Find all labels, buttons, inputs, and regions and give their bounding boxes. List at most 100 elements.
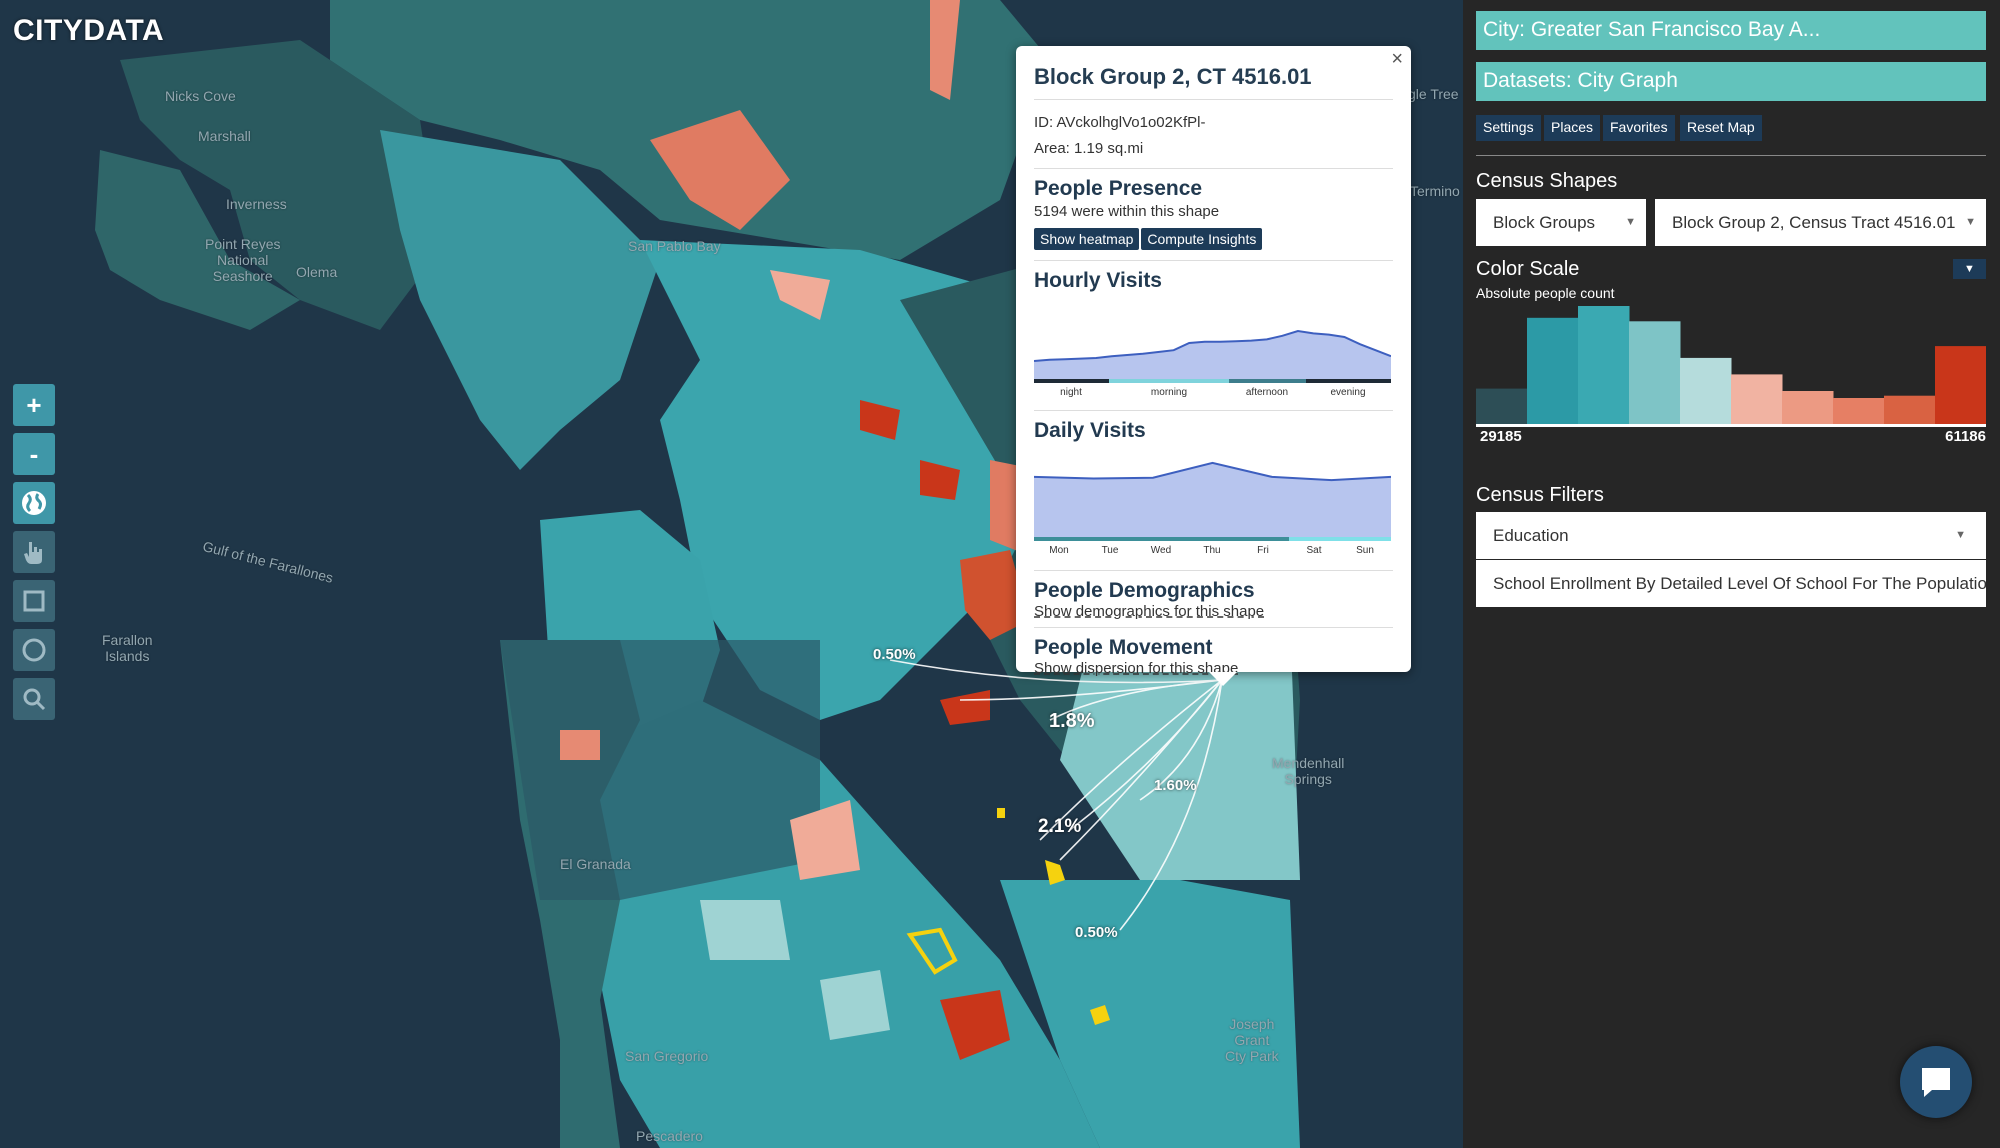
histogram-bar	[1731, 374, 1783, 424]
histogram-bar	[1782, 391, 1834, 424]
search-icon	[23, 688, 46, 711]
zoom-out-button[interactable]: -	[13, 433, 55, 475]
histogram-bar	[1578, 306, 1630, 424]
map-toolbar: + -	[13, 384, 55, 727]
tract-light-3	[820, 970, 890, 1040]
zoom-in-button[interactable]: +	[13, 384, 55, 426]
histogram-bar	[1680, 357, 1732, 424]
map-label-joseph-grant: Joseph Grant Cty Park	[1225, 1016, 1279, 1064]
datasets-selector[interactable]: Datasets: City Graph	[1476, 62, 1986, 101]
hourly-period-band	[1109, 379, 1229, 383]
filter-item-value: School Enrollment By Detailed Level Of S…	[1493, 574, 1986, 593]
shape-type-value: Block Groups	[1493, 213, 1596, 232]
shape-select[interactable]: Block Group 2, Census Tract 4516.01 ▼	[1655, 199, 1986, 246]
daily-weekday-band	[1034, 537, 1289, 541]
daily-day-label: Wed	[1151, 545, 1171, 556]
flow-lines	[889, 659, 1223, 931]
chat-button[interactable]	[1900, 1046, 1972, 1118]
chevron-down-icon: ▼	[1955, 529, 1966, 541]
panel-divider	[1476, 155, 1986, 156]
map-label-mendenhall: Mendenhall Springs	[1272, 755, 1345, 787]
tract-salmon-3	[790, 800, 860, 880]
daily-chart-svg: Mon Tue Wed Thu Fri Sat Sun	[1033, 461, 1392, 556]
show-heatmap-button[interactable]: Show heatmap	[1034, 228, 1140, 250]
rectangle-select-button[interactable]	[13, 580, 55, 622]
daily-chart: Mon Tue Wed Thu Fri Sat Sun	[1033, 449, 1392, 564]
land-south-east	[1000, 880, 1300, 1148]
compute-insights-button[interactable]: Compute Insights	[1141, 228, 1263, 250]
minus-icon: -	[29, 438, 39, 469]
hourly-line	[1033, 329, 1392, 362]
city-selector[interactable]: City: Greater San Francisco Bay A...	[1476, 11, 1986, 50]
map-label-inverness: Inverness	[226, 196, 287, 212]
highlight-shape-1	[906, 927, 958, 975]
hourly-period-band	[1306, 379, 1391, 383]
highlight-shape-4	[1090, 1005, 1110, 1025]
ocean-tract	[500, 640, 820, 900]
hourly-period-label: afternoon	[1246, 387, 1288, 398]
histogram-bar	[1935, 346, 1986, 424]
settings-button[interactable]: Settings	[1476, 115, 1541, 141]
show-dispersion-link[interactable]: Show dispersion for this shape	[1034, 660, 1239, 677]
tract-red-2	[960, 550, 1030, 640]
hourly-chart-svg: night morning afternoon evening	[1033, 329, 1392, 398]
highlight-shape-2	[1045, 860, 1065, 885]
search-button[interactable]	[13, 678, 55, 720]
hand-button[interactable]	[13, 531, 55, 573]
close-icon[interactable]: ×	[1391, 48, 1403, 70]
globe-button[interactable]	[13, 482, 55, 524]
hourly-area	[1034, 331, 1391, 379]
highlight-shape-3	[997, 808, 1005, 818]
places-button[interactable]: Places	[1544, 115, 1601, 141]
circle-select-icon	[22, 638, 46, 662]
demographics-heading: People Demographics	[1034, 579, 1255, 602]
daily-day-label: Tue	[1102, 545, 1119, 556]
favorites-button[interactable]: Favorites	[1603, 115, 1675, 141]
map-label-farallon: Farallon Islands	[102, 632, 153, 664]
shape-type-select[interactable]: Block Groups ▼	[1476, 199, 1646, 246]
tract-red-4	[860, 400, 900, 440]
shape-info-popup: × Block Group 2, CT 4516.01 ID: AVckolhg…	[1016, 46, 1411, 686]
map-label-glenn-tree: gle Tree	[1408, 86, 1459, 102]
globe-icon	[22, 491, 46, 515]
hourly-period-band	[1034, 379, 1109, 383]
map-label-olema: Olema	[296, 264, 338, 280]
show-demographics-link[interactable]: Show demographics for this shape	[1034, 603, 1265, 620]
census-shapes-heading: Census Shapes	[1476, 170, 1618, 192]
square-select-icon	[23, 590, 45, 612]
shape-id: ID: AVckolhglVo1o02KfPl-	[1034, 114, 1206, 131]
map-label-san-pablo-bay: San Pablo Bay	[628, 238, 721, 254]
daily-day-label: Sat	[1306, 545, 1321, 556]
map-label-nicks-cove: Nicks Cove	[165, 88, 236, 104]
histogram-bar	[1833, 398, 1885, 424]
daily-weekend-band	[1289, 537, 1391, 541]
filter-category-select[interactable]: Education ▼	[1476, 512, 1986, 559]
filter-item-select[interactable]: School Enrollment By Detailed Level Of S…	[1476, 560, 1986, 607]
tract-salmon-2	[930, 0, 960, 100]
presence-section: People Presence 5194 were within this sh…	[1034, 168, 1393, 250]
flow-label-18: 1.8%	[1049, 710, 1095, 732]
map-canvas[interactable]: CITYDATA Nicks Cove Marshall Inverness P…	[0, 0, 1463, 1148]
chevron-down-icon: ▼	[1625, 216, 1636, 228]
flow-label-21: 2.1%	[1038, 816, 1082, 837]
color-scale-heading: Color Scale	[1476, 258, 1580, 280]
color-scale-histogram	[1476, 306, 1986, 427]
plus-icon: +	[26, 389, 42, 420]
presence-heading: People Presence	[1034, 177, 1203, 200]
tract-salmon-4	[560, 730, 600, 760]
map-label-el-granada: El Granada	[560, 856, 631, 872]
daily-section: Daily Visits Mon Tue Wed Thu Fri Sat Sun	[1033, 410, 1393, 564]
popup-title: Block Group 2, CT 4516.01	[1034, 56, 1393, 100]
shape-area: Area: 1.19 sq.mi	[1034, 140, 1144, 157]
daily-day-label: Fri	[1257, 545, 1269, 556]
hourly-period-label: evening	[1330, 387, 1365, 398]
circle-select-button[interactable]	[13, 629, 55, 671]
reset-map-button[interactable]: Reset Map	[1680, 115, 1762, 141]
hourly-chart: night morning afternoon evening	[1033, 299, 1392, 404]
hand-icon	[24, 542, 42, 564]
map-label-point-reyes: Point Reyes National Seashore	[205, 236, 281, 284]
app-logo[interactable]: CITYDATA	[13, 14, 165, 47]
color-scale-dropdown[interactable]: ▼	[1953, 259, 1986, 279]
hourly-period-label: morning	[1151, 387, 1187, 398]
scale-min-label: 29185	[1480, 428, 1522, 445]
